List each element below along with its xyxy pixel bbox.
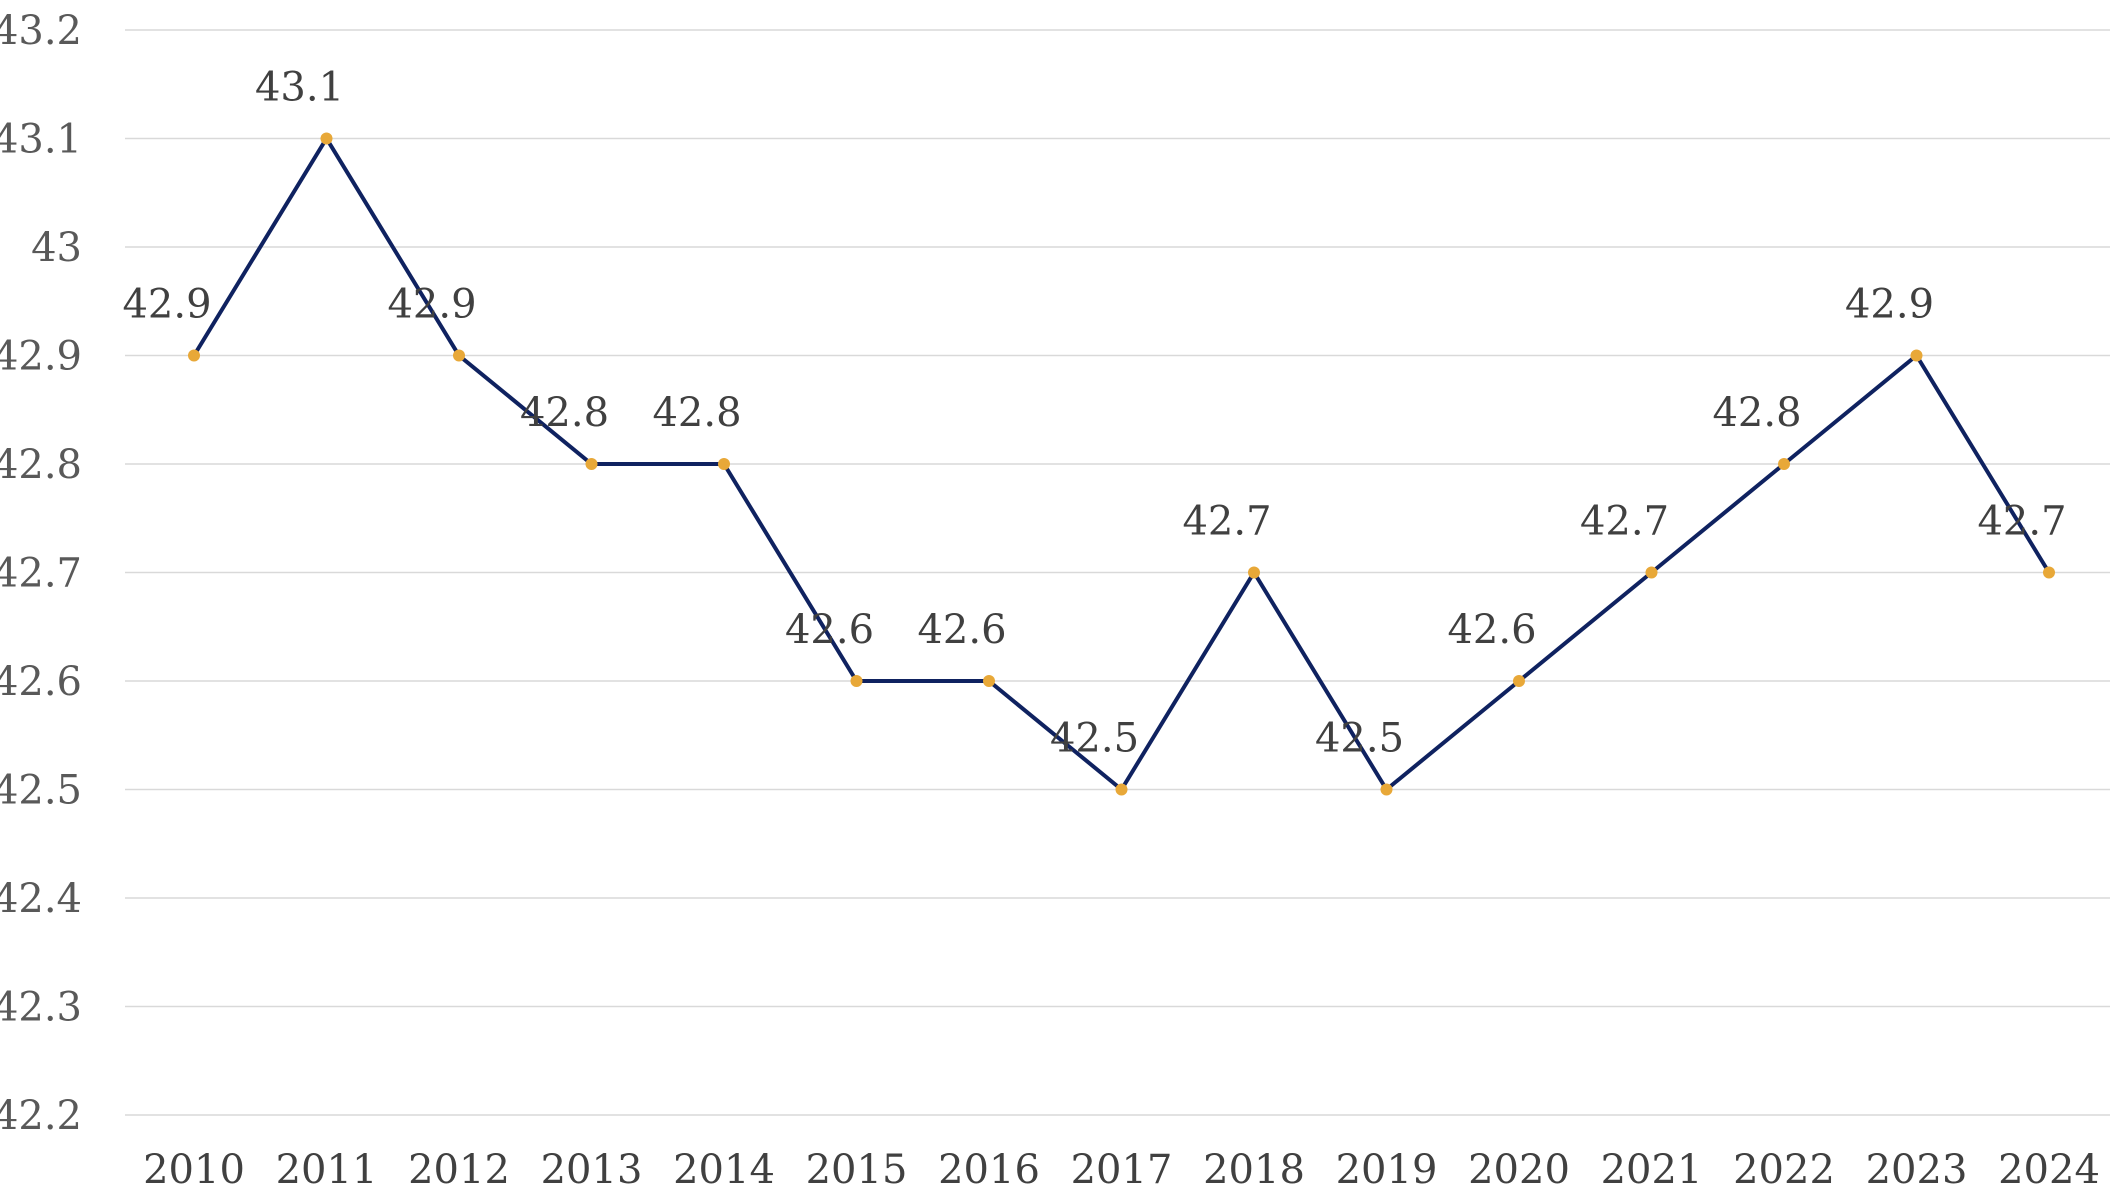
data-label: 42.9 <box>387 282 476 328</box>
x-tick-label: 2012 <box>408 1147 510 1193</box>
data-label: 42.8 <box>520 390 609 436</box>
data-point-marker <box>1248 566 1260 579</box>
data-point-marker <box>1513 675 1525 687</box>
data-point-marker <box>1645 566 1658 579</box>
data-label: 42.5 <box>1315 716 1404 762</box>
data-point-marker <box>1380 783 1393 796</box>
y-tick-label: 43.2 <box>0 8 82 54</box>
y-tick-label: 42.9 <box>0 334 82 380</box>
x-tick-label: 2022 <box>1733 1147 1835 1193</box>
y-tick-label: 42.8 <box>0 442 82 488</box>
x-axis-ticks: 2010 2011 2012 2013 2014 2015 2016 2017 2018 2019… <box>143 1147 2100 1193</box>
data-label: 42.7 <box>1977 499 2066 545</box>
x-tick-label: 2024 <box>1998 1147 2100 1193</box>
data-point-marker <box>188 349 200 362</box>
data-label: 42.5 <box>1050 716 1139 762</box>
y-tick-label: 43 <box>31 225 82 271</box>
data-labels: 42.9 43.1 42.9 42.8 42.8 42.6 42.6 42.5 42.7 42.5… <box>122 65 2066 762</box>
y-tick-label: 42.2 <box>0 1093 82 1139</box>
x-tick-label: 2015 <box>806 1147 908 1193</box>
data-markers <box>188 132 2055 796</box>
x-tick-label: 2014 <box>673 1147 775 1193</box>
data-point-marker <box>1910 349 1923 362</box>
x-tick-label: 2011 <box>276 1147 378 1193</box>
x-tick-label: 2023 <box>1866 1147 1968 1193</box>
data-label: 42.7 <box>1182 499 1271 545</box>
y-axis-ticks: 42.2 42.3 42.4 42.5 42.6 42.7 42.8 42.9 43 43.1 43… <box>0 8 82 1139</box>
data-label: 42.8 <box>652 390 741 436</box>
data-point-marker <box>718 458 730 470</box>
y-tick-label: 42.6 <box>0 659 82 705</box>
data-point-marker <box>1115 783 1128 796</box>
x-tick-label: 2013 <box>541 1147 643 1193</box>
y-tick-label: 42.4 <box>0 876 82 922</box>
data-point-marker <box>850 675 863 687</box>
data-label: 43.1 <box>255 65 344 111</box>
data-label: 42.9 <box>122 282 211 328</box>
x-tick-label: 2016 <box>938 1147 1040 1193</box>
x-tick-label: 2020 <box>1468 1147 1570 1193</box>
x-tick-label: 2018 <box>1203 1147 1305 1193</box>
y-tick-label: 43.1 <box>0 117 82 163</box>
data-point-marker <box>1778 458 1790 470</box>
data-point-marker <box>320 132 333 145</box>
data-label: 42.8 <box>1712 390 1801 436</box>
data-point-marker <box>585 458 598 470</box>
data-label: 42.7 <box>1580 499 1669 545</box>
x-tick-label: 2019 <box>1336 1147 1438 1193</box>
x-tick-label: 2021 <box>1601 1147 1703 1193</box>
data-label: 42.6 <box>917 607 1006 653</box>
y-tick-label: 42.3 <box>0 985 82 1031</box>
data-point-marker <box>2043 566 2055 579</box>
data-point-marker <box>983 675 995 687</box>
x-tick-label: 2010 <box>143 1147 245 1193</box>
data-label: 42.6 <box>1447 607 1536 653</box>
data-point-marker <box>453 349 465 362</box>
data-label: 42.6 <box>785 607 874 653</box>
y-tick-label: 42.7 <box>0 551 82 597</box>
gridlines <box>125 29 2110 1116</box>
y-tick-label: 42.5 <box>0 768 82 814</box>
data-label: 42.9 <box>1845 282 1934 328</box>
x-tick-label: 2017 <box>1071 1147 1173 1193</box>
